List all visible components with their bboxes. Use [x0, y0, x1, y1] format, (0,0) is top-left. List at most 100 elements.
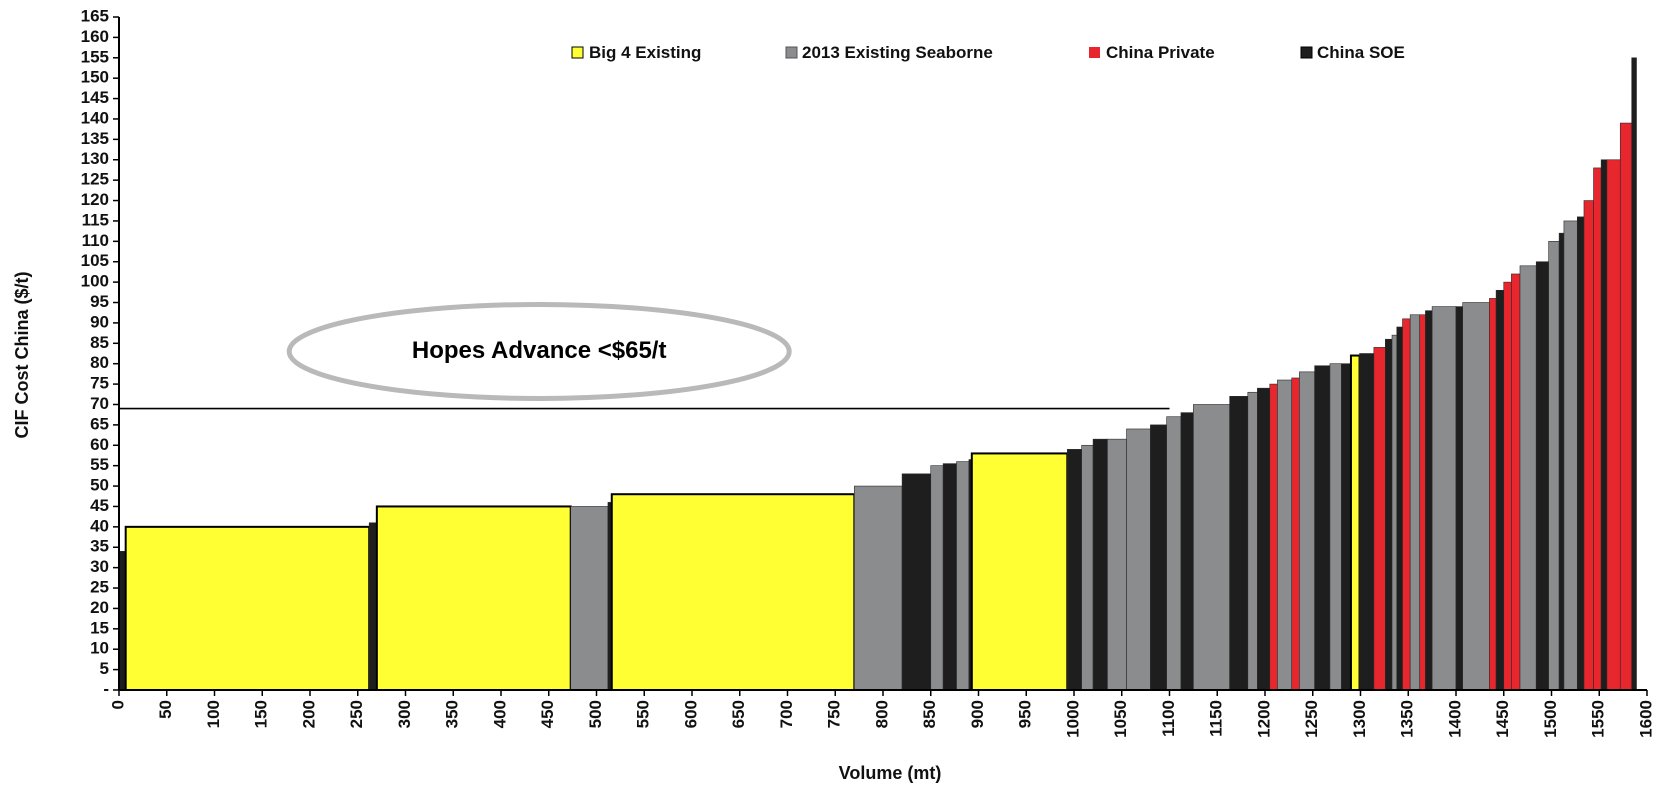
x-axis-title: Volume (mt) — [839, 763, 942, 783]
y-tick-label: 100 — [81, 272, 109, 291]
x-tick-label: 50 — [156, 700, 175, 719]
bar-china-soe-14 — [1067, 449, 1082, 691]
bar-china-soe-19 — [1150, 424, 1167, 691]
x-tick-label: 1250 — [1302, 700, 1321, 738]
y-tick-label: 150 — [81, 68, 109, 87]
x-tick-label: 800 — [872, 700, 891, 728]
annotation-ellipse — [286, 301, 792, 401]
legend-label-china-private: China Private — [1106, 43, 1215, 62]
bar-2013-existing-seaborne-52 — [1548, 241, 1560, 691]
y-tick-label: 35 — [90, 537, 109, 556]
y-tick-label: 120 — [81, 190, 109, 209]
legend-swatch-china-soe — [1300, 46, 1313, 59]
bar-china-private-39 — [1402, 318, 1411, 691]
x-tick-label: 1200 — [1254, 700, 1273, 738]
y-tick-label: 70 — [90, 394, 109, 413]
bar-layer — [118, 57, 1637, 692]
bar-china-soe-44 — [1455, 306, 1463, 691]
x-tick-label: 1400 — [1445, 700, 1464, 738]
legend-label-big4: Big 4 Existing — [589, 43, 701, 62]
bar-china-private-49 — [1511, 273, 1521, 691]
bar-china-soe-23 — [1229, 396, 1249, 691]
bar-2013-existing-seaborne-7 — [854, 485, 903, 691]
x-tick-label: 1100 — [1159, 700, 1178, 737]
bar-big-4-existing-1 — [124, 525, 371, 692]
bar-china-private-48 — [1503, 281, 1512, 691]
y-tick-label: 15 — [90, 618, 109, 637]
x-tick-label: 1050 — [1111, 700, 1130, 738]
x-tick-label: 1300 — [1350, 700, 1369, 738]
legend-swatch-china-private — [1089, 47, 1100, 58]
y-tick-label: - — [103, 679, 109, 698]
bar-china-soe-61 — [1631, 57, 1637, 691]
bar-2013-existing-seaborne-15 — [1081, 444, 1094, 691]
y-tick-label: 50 — [90, 476, 109, 495]
legend-swatch-seaborne — [785, 46, 798, 59]
x-tick-label: 400 — [490, 700, 509, 728]
bar-2013-existing-seaborne-50 — [1519, 265, 1537, 691]
x-tick-label: 150 — [252, 700, 271, 728]
bar-2013-existing-seaborne-27 — [1277, 379, 1293, 691]
bar-china-private-26 — [1269, 383, 1278, 691]
x-tick-label: 1550 — [1589, 700, 1608, 738]
y-tick-label: 105 — [81, 251, 109, 270]
y-tick-label: 160 — [81, 27, 109, 46]
x-tick-label: 500 — [586, 700, 605, 728]
x-tick-label: 550 — [634, 700, 653, 728]
y-tick-label: 140 — [81, 108, 109, 127]
bar-china-soe-58 — [1600, 159, 1608, 691]
bar-2013-existing-seaborne-40 — [1409, 314, 1421, 691]
y-tick-label: 45 — [90, 496, 109, 515]
x-tick-label: 600 — [681, 700, 700, 728]
bar-2013-existing-seaborne-4 — [570, 506, 609, 691]
bar-2013-existing-seaborne-54 — [1563, 220, 1578, 691]
y-tick-label: 55 — [90, 455, 109, 474]
legend: Big 4 Existing 2013 Existing Seaborne Ch… — [571, 43, 1405, 62]
x-tick-label: 1150 — [1207, 700, 1226, 737]
bar-china-soe-21 — [1180, 412, 1194, 691]
y-tick-label: 155 — [81, 47, 109, 66]
bar-china-soe-47 — [1495, 289, 1505, 691]
bar-2013-existing-seaborne-24 — [1247, 391, 1258, 691]
x-tick-label: 300 — [395, 700, 414, 728]
y-tick-label: 65 — [90, 414, 109, 433]
bar-china-soe-55 — [1576, 216, 1585, 691]
y-tick-label: 40 — [90, 516, 109, 535]
bar-china-soe-42 — [1425, 310, 1433, 691]
axes: -510152025303540455055606570758085909510… — [81, 6, 1655, 737]
bar-2013-existing-seaborne-29 — [1299, 371, 1315, 691]
legend-label-seaborne: 2013 Existing Seaborne — [802, 43, 993, 62]
y-tick-label: 110 — [82, 231, 109, 250]
bar-china-soe-38 — [1396, 326, 1403, 691]
x-tick-label: 1450 — [1493, 700, 1512, 738]
bar-2013-existing-seaborne-17 — [1107, 438, 1127, 691]
x-tick-label: 200 — [299, 700, 318, 728]
bar-china-private-56 — [1583, 200, 1594, 691]
bar-china-soe-32 — [1341, 363, 1352, 691]
bar-big-4-existing-33 — [1349, 354, 1361, 691]
bar-china-soe-16 — [1092, 438, 1108, 691]
y-tick-label: 135 — [81, 129, 109, 148]
y-tick-label: 95 — [90, 292, 109, 311]
x-axis-ticks: 0 50 100 150 200 250 300 350 400 450 500 550 600 650 7… — [108, 690, 1655, 738]
y-tick-label: 85 — [90, 333, 109, 352]
y-tick-label: 25 — [90, 578, 109, 597]
bar-2013-existing-seaborne-20 — [1166, 416, 1182, 691]
bar-big-4-existing-13 — [970, 452, 1069, 691]
bar-china-private-35 — [1373, 347, 1386, 691]
bar-2013-existing-seaborne-22 — [1193, 404, 1230, 691]
bar-china-private-57 — [1593, 167, 1602, 691]
bar-2013-existing-seaborne-43 — [1431, 306, 1457, 691]
y-tick-label: 5 — [100, 659, 109, 678]
y-tick-label: 130 — [81, 149, 109, 168]
bar-china-soe-30 — [1314, 365, 1331, 691]
bar-2013-existing-seaborne-37 — [1391, 334, 1398, 691]
x-tick-label: 900 — [968, 700, 987, 728]
y-tick-label: 145 — [81, 88, 109, 107]
bar-big-4-existing-3 — [375, 505, 572, 692]
y-tick-label: 20 — [90, 598, 109, 617]
bar-2013-existing-seaborne-31 — [1329, 363, 1342, 691]
y-axis-title: CIF Cost China ($/t) — [12, 272, 32, 439]
y-tick-label: 10 — [90, 639, 109, 658]
